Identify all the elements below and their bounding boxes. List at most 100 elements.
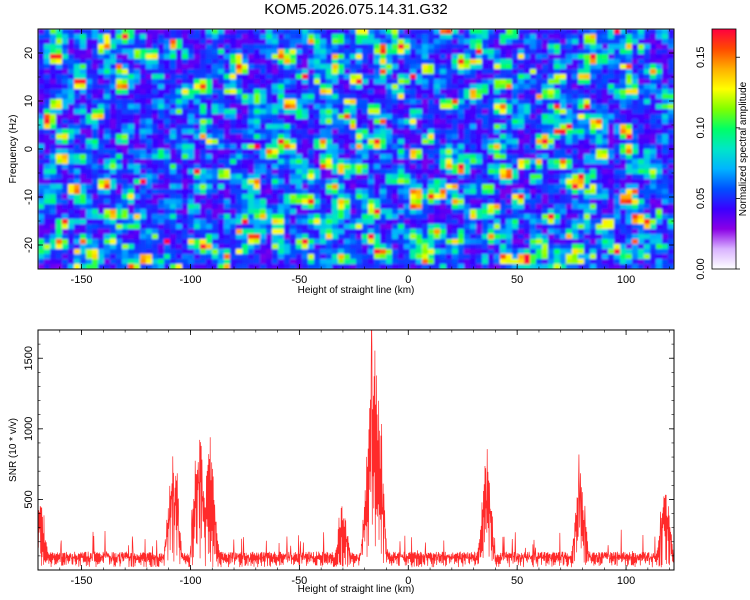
heatmap-cell [656,114,663,120]
heatmap-cell [68,229,75,235]
heatmap-cell [182,139,189,145]
heatmap-cell [206,199,213,205]
heatmap-cell [374,179,381,185]
heatmap-cell [560,89,567,95]
heatmap-cell [482,164,489,170]
heatmap-cell [500,194,507,200]
heatmap-cell [638,244,645,250]
heatmap-cell [272,159,279,165]
heatmap-cell [380,39,387,45]
heatmap-cell [410,69,417,75]
heatmap-cell [554,59,561,65]
heatmap-cell [290,64,297,70]
heatmap-cell [134,244,141,250]
heatmap-cell [482,259,489,265]
heatmap-cell [38,104,45,110]
heatmap-cell [110,94,117,100]
heatmap-cell [560,189,567,195]
heatmap-cell [608,169,615,175]
heatmap-cell [566,164,573,170]
heatmap-cell [620,109,627,115]
heatmap-cell [512,124,519,130]
heatmap-cell [464,259,471,265]
heatmap-cell [140,204,147,210]
heatmap-cell [392,94,399,100]
heatmap-cell [632,199,639,205]
heatmap-cell [188,109,195,115]
heatmap-cell [158,219,165,225]
heatmap-cell [512,214,519,220]
heatmap-cell [74,249,81,255]
heatmap-cell [476,49,483,55]
heatmap-cell [284,74,291,80]
heatmap-cell [386,119,393,125]
heatmap-cell [626,104,633,110]
heatmap-cell [272,129,279,135]
heatmap-cell [614,74,621,80]
heatmap-cell [116,244,123,250]
heatmap-cell [380,49,387,55]
heatmap-cell [614,124,621,130]
heatmap-cell [662,219,669,225]
heatmap-cell [224,94,231,100]
heatmap-cell [428,134,435,140]
heatmap-cell [656,204,663,210]
heatmap-cell [362,29,369,35]
heatmap-cell [206,189,213,195]
heatmap-cell [500,219,507,225]
heatmap-cell [494,129,501,135]
heatmap-cell [602,259,609,265]
heatmap-cell [104,189,111,195]
heatmap-cell [608,254,615,260]
heatmap-cell [668,34,674,40]
heatmap-cell [116,194,123,200]
heatmap-cell [224,149,231,155]
heatmap-cell [134,184,141,190]
heatmap-cell [590,224,597,230]
heatmap-cell [380,134,387,140]
heatmap-cell [320,54,327,60]
heatmap-cell [68,39,75,45]
heatmap-cell [644,214,651,220]
heatmap-cell [212,249,219,255]
heatmap-cell [398,79,405,85]
heatmap-cell [56,229,63,235]
heatmap-cell [476,154,483,160]
heatmap-cell [152,179,159,185]
heatmap-cell [632,34,639,40]
heatmap-cell [422,114,429,120]
heatmap-cell [290,249,297,255]
heatmap-cell [482,144,489,150]
heatmap-cell [134,69,141,75]
heatmap-cell [272,149,279,155]
heatmap-cell [254,89,261,95]
heatmap-cell [50,139,57,145]
heatmap-cell [290,84,297,90]
heatmap-cell [164,59,171,65]
heatmap-cell [266,134,273,140]
heatmap-cell [356,109,363,115]
heatmap-cell [626,124,633,130]
heatmap-cell [590,129,597,135]
heatmap-cell [578,229,585,235]
heatmap-cell [560,194,567,200]
heatmap-cell [50,229,57,235]
heatmap-cell [446,189,453,195]
heatmap-cell [392,34,399,40]
heatmap-cell [494,239,501,245]
heatmap-cell [380,184,387,190]
heatmap-cell [74,264,81,269]
heatmap-cell [326,124,333,130]
heatmap-cell [416,144,423,150]
heatmap-cell [602,219,609,225]
heatmap-cell [296,169,303,175]
heatmap-cell [602,154,609,160]
heatmap-cell [668,39,674,45]
heatmap-cell [320,119,327,125]
heatmap-cell [626,129,633,135]
heatmap-cell [296,234,303,240]
heatmap-cell [98,209,105,215]
heatmap-cell [446,49,453,55]
heatmap-cell [92,59,99,65]
heatmap-cell [56,134,63,140]
